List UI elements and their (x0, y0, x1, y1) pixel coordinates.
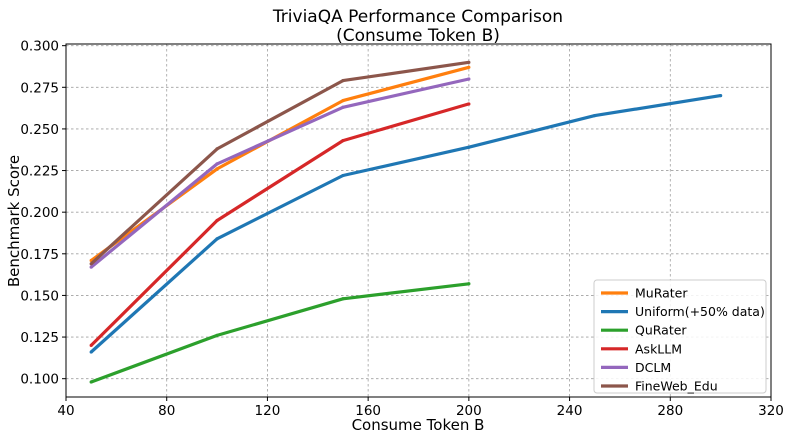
series-line-uniform-50-data (90, 94, 721, 354)
legend: MuRater Uniform(+50% data) QuRater AskLLM DC… (593, 279, 767, 394)
x-tick-label: 80 (158, 403, 175, 419)
x-tick-label: 240 (557, 403, 583, 419)
legend-item-murater: MuRater (601, 286, 688, 301)
legend-box (593, 279, 767, 394)
data-point-uniform-50-data (215, 237, 219, 241)
y-tick-label: 0.175 (20, 247, 59, 263)
x-tick-label: 160 (355, 403, 381, 419)
data-point-qurater (467, 282, 471, 286)
data-point-askllm (467, 102, 471, 106)
plot-frame (65, 43, 772, 398)
x-axis-label: Consume Token B (352, 416, 485, 434)
data-point-fineweb-edu (89, 262, 93, 266)
data-point-askllm (215, 218, 219, 223)
plot-area (89, 60, 723, 384)
y-tick-label: 0.150 (20, 288, 59, 304)
legend-label: DCLM (635, 360, 671, 375)
y-tick-label: 0.300 (20, 39, 59, 55)
axis-ticks: 40 80 120 160 200 240 280 320 0.100 0.125 0.150 0.1… (20, 39, 784, 419)
data-point-murater (341, 99, 345, 103)
legend-item-uniform-50-data: Uniform(+50% data) (601, 304, 765, 319)
x-tick-label: 280 (657, 403, 683, 419)
legend-item-askllm: AskLLM (601, 341, 682, 356)
x-tick-label: 200 (456, 403, 482, 419)
legend-label: FineWeb_Edu (635, 379, 718, 394)
y-tick-label: 0.250 (20, 122, 59, 138)
x-tick-label: 120 (255, 403, 281, 419)
legend-label: Uniform(+50% data) (635, 304, 765, 319)
y-tick-label: 0.125 (20, 330, 59, 346)
data-point-dclm (341, 105, 345, 109)
data-point-uniform-50-data (593, 113, 597, 118)
data-point-fineweb-edu (341, 79, 345, 83)
legend-label: QuRater (635, 323, 687, 338)
series-line-fineweb-edu (90, 60, 470, 265)
data-point-fineweb-edu (215, 147, 219, 151)
series-line-murater (90, 65, 470, 262)
data-point-qurater (341, 297, 345, 301)
chart-subtitle: (Consume Token B) (336, 26, 500, 46)
y-tick-label: 0.200 (20, 205, 59, 221)
series-line-qurater (90, 282, 470, 384)
y-axis-label: Benchmark Score (5, 155, 23, 287)
series-line-askllm (90, 102, 470, 347)
data-point-murater (467, 65, 471, 69)
data-point-uniform-50-data (719, 94, 723, 98)
data-point-dclm (89, 265, 93, 269)
data-point-dclm (215, 162, 219, 166)
chart-title: TriviaQA Performance Comparison (272, 7, 563, 27)
data-point-askllm (89, 343, 93, 347)
data-point-murater (215, 167, 219, 171)
legend-item-qurater: QuRater (601, 323, 687, 338)
legend-item-fineweb-edu: FineWeb_Edu (601, 379, 718, 394)
x-tick-label: 320 (758, 403, 784, 419)
data-point-askllm (341, 138, 345, 143)
y-tick-label: 0.225 (20, 164, 59, 180)
series-line-dclm (90, 77, 470, 269)
data-point-uniform-50-data (467, 145, 471, 149)
legend-item-dclm: DCLM (601, 360, 671, 375)
legend-label: MuRater (635, 286, 688, 301)
data-point-qurater (215, 333, 219, 337)
data-point-uniform-50-data (89, 350, 93, 354)
y-tick-label: 0.275 (20, 80, 59, 96)
x-tick-label: 40 (57, 403, 74, 419)
data-point-dclm (467, 77, 471, 81)
data-point-fineweb-edu (467, 60, 471, 64)
y-tick-label: 0.100 (20, 372, 59, 388)
data-point-uniform-50-data (341, 173, 345, 178)
data-point-qurater (89, 380, 93, 384)
legend-label: AskLLM (635, 341, 682, 356)
